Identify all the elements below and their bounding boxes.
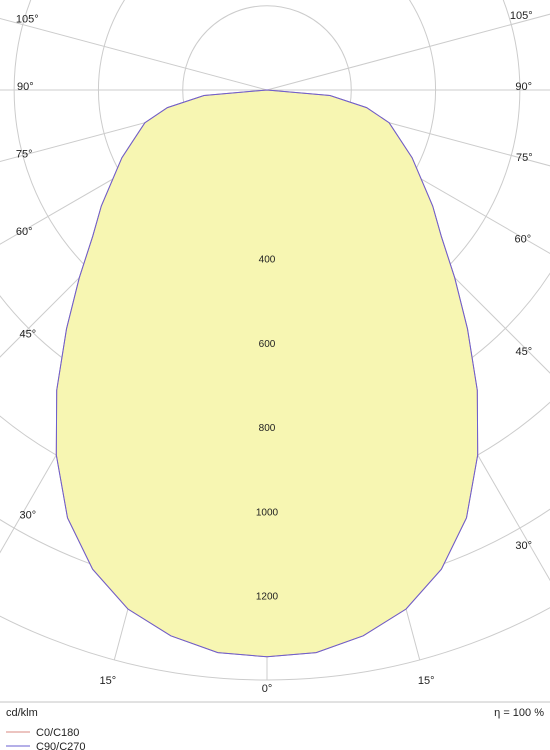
angle-label: 105° [16,14,39,26]
angle-label: 105° [510,10,533,22]
polar-chart-container: 400 600 800 1000 1200 105° 105° 90° 90° 75° 75° 60°… [0,0,550,750]
angle-label: 75° [16,148,33,160]
legend-label: C0/C180 [36,727,79,739]
angle-label: 60° [16,226,33,238]
legend-label: C90/C270 [36,741,86,750]
angle-label: 30° [20,510,37,522]
angle-label: 45° [516,346,533,358]
efficiency-label: η = 100 % [494,707,544,719]
angle-label: 30° [515,540,532,552]
ring-label: 600 [259,339,276,350]
ring-label: 1000 [256,507,279,518]
ring-label: 400 [259,255,276,266]
ring-label: 1200 [256,592,279,603]
ring-label: 800 [259,423,276,434]
angle-label: 15° [418,675,435,687]
angle-label: 45° [20,328,37,340]
angle-label: 75° [516,152,533,164]
angle-label: 15° [100,675,117,687]
unit-label: cd/klm [6,707,38,719]
angle-label: 0° [262,683,273,695]
angle-label: 60° [514,234,531,246]
angle-label: 90° [515,81,532,93]
polar-chart-svg: 400 600 800 1000 1200 105° 105° 90° 90° 75° 75° 60°… [0,0,550,750]
angle-label: 90° [17,81,34,93]
